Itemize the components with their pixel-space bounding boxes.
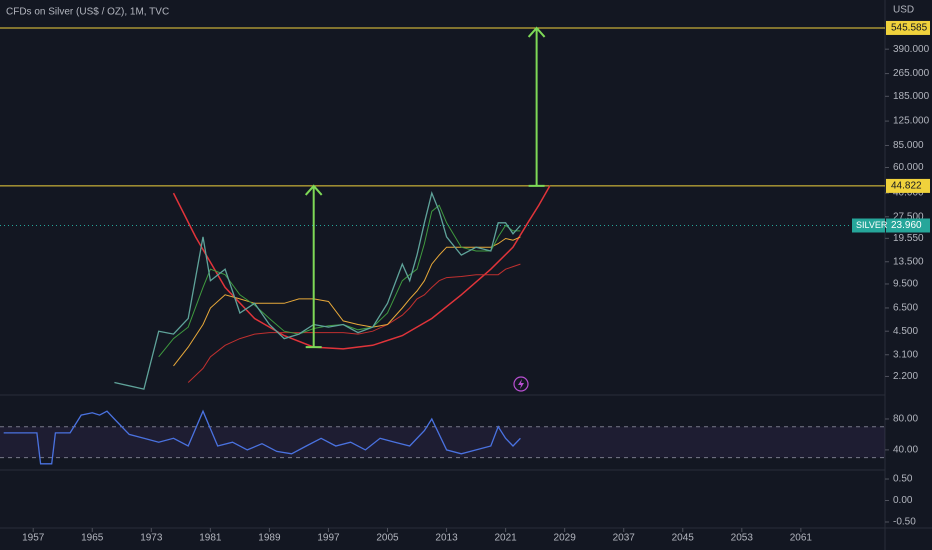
y-tick-label: 2.200 xyxy=(893,371,918,382)
last-price-tag xyxy=(886,218,930,233)
x-tick-label: 2013 xyxy=(435,533,458,544)
x-tick-label: 2029 xyxy=(554,533,577,544)
last-price-label: 23.960 xyxy=(891,220,922,231)
y-tick-label: 390.000 xyxy=(893,44,930,55)
x-tick-label: 1957 xyxy=(22,533,45,544)
arrow-head xyxy=(304,184,323,196)
y-tick-label: 6.500 xyxy=(893,303,918,314)
x-tick-label: 2037 xyxy=(613,533,636,544)
x-tick-label: 2005 xyxy=(376,533,399,544)
y-tick-label: 0.00 xyxy=(893,495,913,506)
y-tick-label: 4.500 xyxy=(893,326,918,337)
y-tick-label: 27.500 xyxy=(893,211,924,222)
y-tick-label: 3.100 xyxy=(893,349,918,360)
y-tick-label: 19.550 xyxy=(893,233,924,244)
y-tick-label: 40.00 xyxy=(893,445,918,456)
cup-curve xyxy=(172,185,551,350)
currency-label: USD xyxy=(893,5,914,16)
series-line xyxy=(3,409,521,465)
chart-title: CFDs on Silver (US$ / OZ), 1M, TVC xyxy=(6,7,169,18)
x-tick-label: 1997 xyxy=(317,533,340,544)
y-tick-label: 185.000 xyxy=(893,91,930,102)
series-line xyxy=(114,191,521,390)
y-tick-label: 80.00 xyxy=(893,414,918,425)
level-tag xyxy=(886,20,930,35)
x-tick-label: 1989 xyxy=(258,533,281,544)
x-tick-label: 1981 xyxy=(199,533,222,544)
y-tick-label: 0.50 xyxy=(893,474,913,485)
y-tick-label: 13.500 xyxy=(893,256,924,267)
x-tick-label: 2053 xyxy=(731,533,754,544)
x-tick-label: 1965 xyxy=(81,533,104,544)
y-tick-label: -0.50 xyxy=(893,517,916,528)
y-tick-label: 40.000 xyxy=(893,188,924,199)
level-tag xyxy=(886,178,930,193)
x-tick-label: 2061 xyxy=(790,533,813,544)
symbol-label: SILVER xyxy=(856,220,888,230)
x-tick-label: 1973 xyxy=(140,533,163,544)
y-tick-label: 60.000 xyxy=(893,162,924,173)
level-label: 545.585 xyxy=(891,23,928,34)
y-tick-label: 125.000 xyxy=(893,116,930,127)
symbol-tag xyxy=(852,218,885,233)
x-tick-label: 2045 xyxy=(672,533,695,544)
y-tick-label: 9.500 xyxy=(893,279,918,290)
y-tick-label: 265.000 xyxy=(893,68,930,79)
arrow-head xyxy=(527,26,546,38)
level-label: 44.822 xyxy=(891,181,922,192)
alert-icon[interactable] xyxy=(513,376,529,392)
x-tick-label: 2021 xyxy=(494,533,517,544)
y-tick-label: 85.000 xyxy=(893,140,924,151)
